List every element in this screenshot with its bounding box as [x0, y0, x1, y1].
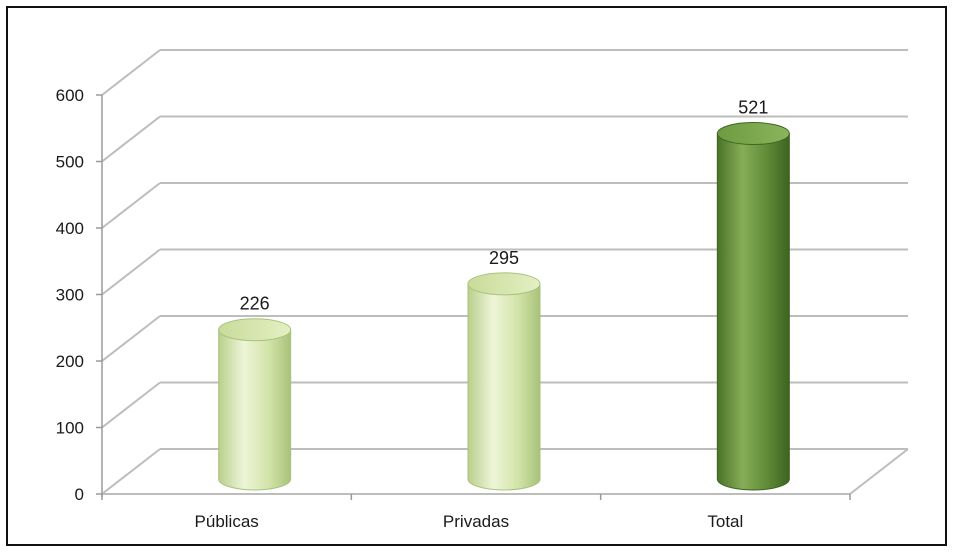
side-gridline-300 — [101, 248, 161, 296]
bar-top-2 — [716, 122, 790, 146]
y-tick-label-500: 500 — [56, 153, 84, 172]
data-label-2: 521 — [738, 98, 768, 118]
y-tick-label-400: 400 — [56, 219, 84, 238]
bar-body-0 — [218, 329, 292, 491]
axis-layer — [96, 94, 909, 500]
bar-top-0 — [218, 318, 292, 342]
side-gridline-100 — [101, 381, 161, 429]
bar-body-1 — [467, 283, 541, 491]
bar-top-1 — [467, 272, 541, 296]
y-tick-label-600: 600 — [56, 86, 84, 105]
side-gridline-600 — [101, 49, 161, 96]
y-tick-label-300: 300 — [56, 286, 84, 305]
side-gridline-0 — [101, 448, 161, 495]
bar-0 — [218, 318, 292, 491]
bar-layer — [218, 122, 790, 491]
data-label-0: 226 — [240, 294, 270, 314]
data-label-1: 295 — [489, 248, 519, 268]
category-label-2: Total — [707, 512, 743, 531]
category-label-1: Privadas — [443, 512, 509, 531]
bar-body-2 — [716, 133, 790, 491]
chart-frame: 0 100 200 300 400 500 600 226 Públicas 295 Privada… — [6, 6, 947, 546]
category-label-0: Públicas — [195, 512, 259, 531]
bar-1 — [467, 272, 541, 491]
side-gridline-500 — [101, 115, 161, 163]
y-tick-label-200: 200 — [56, 352, 84, 371]
y-tick-label-0: 0 — [75, 485, 84, 504]
side-gridline-200 — [101, 315, 161, 362]
floor-right-edge — [849, 448, 909, 495]
y-tick-label-100: 100 — [56, 419, 84, 438]
bar-2 — [716, 122, 790, 491]
bar-chart: 0 100 200 300 400 500 600 226 Públicas 295 Privada… — [56, 49, 909, 531]
side-gridline-400 — [101, 182, 161, 229]
label-layer: 0 100 200 300 400 500 600 226 Públicas 295 Privada… — [56, 86, 769, 531]
